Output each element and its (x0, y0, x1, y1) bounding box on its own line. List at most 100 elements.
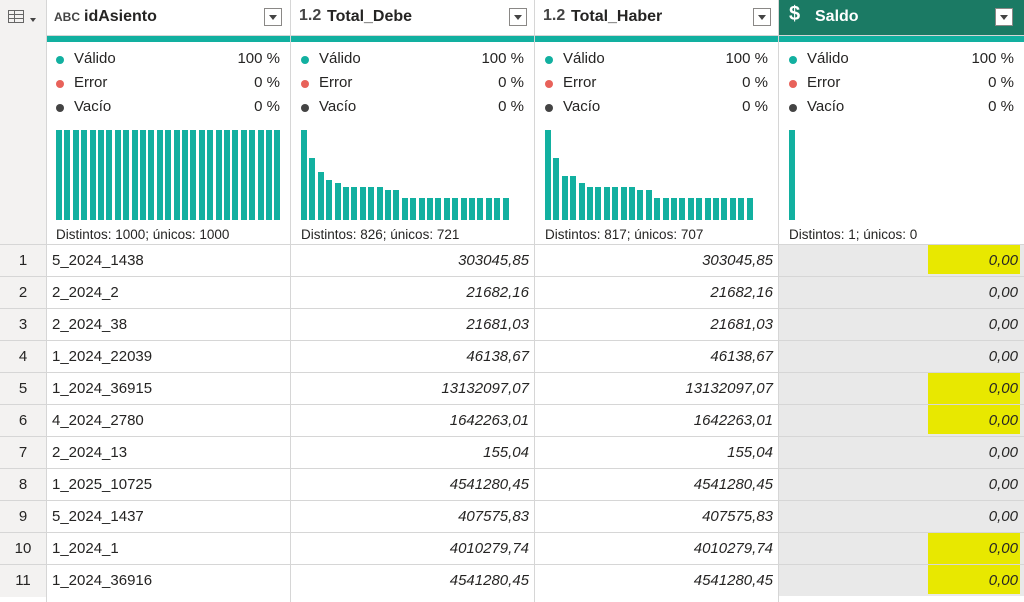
distribution-bar[interactable] (553, 157, 560, 220)
distribution-bar[interactable] (612, 186, 619, 220)
table-row[interactable]: 7 2_2024_13 155,04 155,04 0,00 (0, 436, 1024, 469)
row-number[interactable]: 1 (0, 245, 46, 277)
distribution-bar[interactable] (629, 186, 635, 220)
cell-saldo[interactable]: 0,00 (779, 437, 1024, 468)
table-row[interactable]: 11 1_2024_36916 4541280,45 4541280,45 0,00 (0, 564, 1024, 597)
cell-saldo[interactable]: 0,00 (779, 309, 1024, 340)
distribution-bar[interactable] (603, 186, 610, 220)
distribution-bar[interactable] (587, 186, 593, 220)
table-row[interactable]: 3 2_2024_38 21681,03 21681,03 0,00 (0, 308, 1024, 341)
distribution-bar[interactable] (224, 130, 230, 220)
decimal-type-icon[interactable]: 1.2 (299, 7, 322, 24)
currency-type-icon[interactable]: $ (789, 3, 801, 25)
text-type-icon[interactable]: ABC (54, 10, 80, 24)
distribution-bar[interactable] (368, 186, 375, 220)
distribution-bar[interactable] (266, 130, 272, 220)
distribution-bar[interactable] (98, 130, 104, 220)
row-number[interactable]: 7 (0, 437, 46, 469)
row-number[interactable]: 9 (0, 501, 46, 533)
cell-total-haber[interactable]: 21682,16 (710, 284, 773, 301)
cell-total-haber[interactable]: 4541280,45 (693, 476, 773, 493)
distribution-bar[interactable] (301, 130, 307, 220)
cell-total-debe[interactable]: 21681,03 (466, 316, 529, 333)
distribution-bar[interactable] (704, 198, 711, 220)
cell-idasiento[interactable]: 2_2024_13 (52, 444, 128, 461)
cell-saldo[interactable]: 0,00 (779, 373, 1024, 404)
table-row[interactable]: 5 1_2024_36915 13132097,07 13132097,07 0,00 (0, 372, 1024, 405)
cell-idasiento[interactable]: 5_2024_1437 (52, 508, 144, 525)
distribution-bar[interactable] (72, 130, 79, 220)
distribution-bar[interactable] (662, 198, 669, 220)
distribution-bar[interactable] (401, 198, 408, 220)
cell-total-debe[interactable]: 4541280,45 (449, 476, 529, 493)
filter-dropdown-icon[interactable] (264, 8, 282, 26)
distribution-bar[interactable] (502, 198, 509, 220)
distribution-bar[interactable] (418, 198, 425, 220)
distribution-bar[interactable] (746, 198, 753, 220)
table-row[interactable]: 6 4_2024_2780 1642263,01 1642263,01 0,00 (0, 404, 1024, 437)
cell-idasiento[interactable]: 1_2024_36915 (52, 380, 153, 397)
distribution-bar[interactable] (435, 198, 442, 220)
cell-saldo[interactable]: 0,00 (779, 469, 1024, 500)
table-row[interactable]: 10 1_2024_1 4010279,74 4010279,74 0,00 (0, 532, 1024, 565)
cell-total-haber[interactable]: 1642263,01 (693, 412, 773, 429)
distribution-bar[interactable] (460, 198, 467, 220)
filter-dropdown-icon[interactable] (509, 8, 527, 26)
column-header-total-debe[interactable]: 1.2 Total_Debe (291, 0, 534, 36)
column-header-idasiento[interactable]: ABC idAsiento (46, 0, 290, 36)
distribution-bar[interactable] (207, 130, 214, 220)
row-number[interactable]: 8 (0, 469, 46, 501)
distribution-bar[interactable] (148, 130, 155, 220)
distribution-bar[interactable] (274, 130, 281, 220)
distribution-bar[interactable] (123, 130, 130, 220)
distribution-bar[interactable] (240, 130, 247, 220)
cell-total-haber[interactable]: 21681,03 (710, 316, 773, 333)
distribution-bar[interactable] (721, 198, 728, 220)
distribution-bar[interactable] (351, 186, 358, 220)
column-header-saldo[interactable]: $ Saldo (779, 0, 1024, 36)
cell-saldo[interactable]: 0,00 (779, 245, 1024, 276)
row-number[interactable]: 11 (0, 565, 46, 597)
distribution-bar[interactable] (131, 130, 138, 220)
distribution-bar[interactable] (198, 130, 205, 220)
row-number[interactable]: 2 (0, 277, 46, 309)
distribution-bar[interactable] (654, 198, 661, 220)
cell-saldo[interactable]: 0,00 (779, 277, 1024, 308)
distribution-bar[interactable] (215, 130, 222, 220)
distribution-bar[interactable] (427, 198, 433, 220)
distribution-chart[interactable] (301, 128, 526, 220)
distribution-bar[interactable] (494, 198, 501, 220)
cell-idasiento[interactable]: 1_2025_10725 (52, 476, 153, 493)
cell-total-haber[interactable]: 46138,67 (710, 348, 773, 365)
cell-idasiento[interactable]: 2_2024_2 (52, 284, 119, 301)
distribution-bar[interactable] (106, 130, 113, 220)
distribution-bar[interactable] (190, 130, 197, 220)
cell-saldo[interactable]: 0,00 (779, 501, 1024, 532)
row-number[interactable]: 5 (0, 373, 46, 405)
distribution-bar[interactable] (570, 175, 577, 220)
distribution-bar[interactable] (343, 186, 349, 220)
table-row[interactable]: 4 1_2024_22039 46138,67 46138,67 0,00 (0, 340, 1024, 373)
cell-saldo[interactable]: 0,00 (779, 405, 1024, 436)
distribution-bar[interactable] (738, 198, 745, 220)
distribution-bar[interactable] (789, 130, 795, 220)
distribution-bar[interactable] (334, 183, 341, 220)
distribution-bar[interactable] (713, 198, 719, 220)
distribution-bar[interactable] (173, 130, 180, 220)
cell-total-haber[interactable]: 13132097,07 (685, 380, 773, 397)
distribution-bar[interactable] (477, 198, 484, 220)
table-row[interactable]: 1 5_2024_1438 303045,85 303045,85 0,00 (0, 244, 1024, 277)
distribution-bar[interactable] (89, 130, 96, 220)
distribution-chart[interactable] (56, 128, 281, 220)
distribution-bar[interactable] (114, 130, 121, 220)
distribution-bar[interactable] (376, 186, 383, 220)
distribution-bar[interactable] (56, 130, 62, 220)
distribution-bar[interactable] (452, 198, 459, 220)
cell-idasiento[interactable]: 1_2024_22039 (52, 348, 153, 365)
cell-idasiento[interactable]: 1_2024_36916 (52, 572, 153, 589)
cell-saldo[interactable]: 0,00 (779, 565, 1024, 596)
distribution-chart[interactable] (789, 128, 1014, 220)
cell-total-debe[interactable]: 407575,83 (458, 508, 529, 525)
distribution-bar[interactable] (140, 130, 146, 220)
decimal-type-icon[interactable]: 1.2 (543, 7, 566, 24)
